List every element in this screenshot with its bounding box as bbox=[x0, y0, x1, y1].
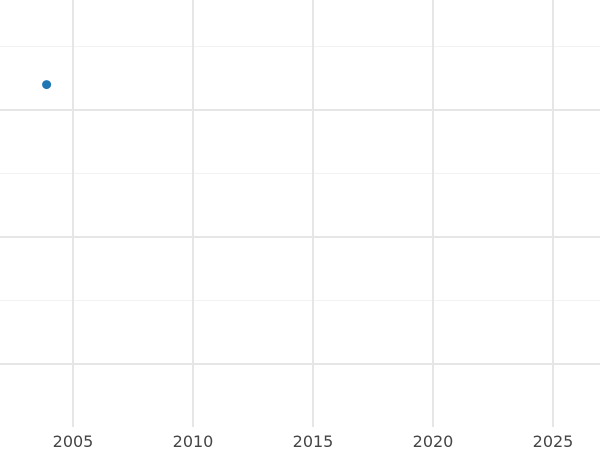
x-tick-label: 2025 bbox=[533, 432, 574, 450]
data-point bbox=[42, 80, 52, 90]
x-tick-label: 2005 bbox=[53, 432, 94, 450]
x-tick-label: 2020 bbox=[413, 432, 454, 450]
x-tick-label: 2015 bbox=[293, 432, 334, 450]
x-tick-label: 2010 bbox=[173, 432, 214, 450]
